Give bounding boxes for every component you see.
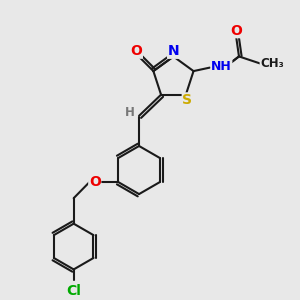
Text: S: S	[182, 93, 192, 107]
Text: H: H	[125, 106, 135, 119]
Text: Cl: Cl	[66, 284, 81, 298]
Text: N: N	[168, 44, 179, 58]
Text: CH₃: CH₃	[260, 57, 284, 70]
Text: O: O	[89, 175, 101, 189]
Text: O: O	[230, 24, 242, 38]
Text: O: O	[130, 44, 142, 58]
Text: NH: NH	[211, 60, 232, 73]
